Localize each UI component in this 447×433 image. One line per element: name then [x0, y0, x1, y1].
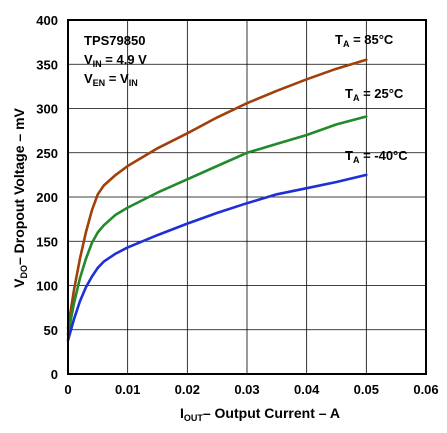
y-tick-label: 300: [36, 102, 58, 117]
y-tick-label: 400: [36, 13, 58, 28]
x-tick-label: 0.04: [294, 382, 320, 397]
ven-condition-label: VEN = VIN: [84, 71, 138, 88]
part-number-label: TPS79850: [84, 33, 145, 48]
y-tick-label: 150: [36, 234, 58, 249]
y-tick-label: 100: [36, 279, 58, 294]
series-line-25c: [66, 115, 368, 336]
y-tick-label: 0: [51, 367, 58, 382]
x-tick-label: 0.01: [115, 382, 140, 397]
series-lines: [66, 58, 368, 342]
x-tick-label: 0: [64, 382, 71, 397]
x-axis-title: IOUT– Output Current – A: [180, 405, 340, 423]
series-label-minus40c: TA = -40°C: [345, 148, 408, 165]
series-label-85c: TA = 85°C: [335, 32, 394, 49]
y-axis-title: VDO– Dropout Voltage – mV: [11, 107, 29, 287]
series-label-25c: TA = 25°C: [345, 86, 404, 103]
plot-frame: [67, 19, 427, 375]
vin-condition-label: VIN = 4.9 V: [84, 52, 147, 69]
x-tick-label: 0.05: [354, 382, 379, 397]
y-tick-label: 250: [36, 146, 58, 161]
series-line-minus40c: [66, 173, 368, 342]
series-line-85c: [66, 58, 368, 330]
x-tick-label: 0.06: [413, 382, 438, 397]
y-tick-label: 50: [44, 323, 58, 338]
y-tick-label: 350: [36, 57, 58, 72]
tick-labels: 0 0.01 0.02 0.03 0.04 0.05 0.06 0 50 100 150 200 250…: [36, 13, 438, 397]
x-tick-label: 0.02: [175, 382, 200, 397]
conditions-block: TPS79850 VIN = 4.9 V VEN = VIN: [84, 33, 147, 88]
x-tick-label: 0.03: [234, 382, 259, 397]
y-tick-label: 200: [36, 190, 58, 205]
grid-lines: [68, 20, 426, 374]
